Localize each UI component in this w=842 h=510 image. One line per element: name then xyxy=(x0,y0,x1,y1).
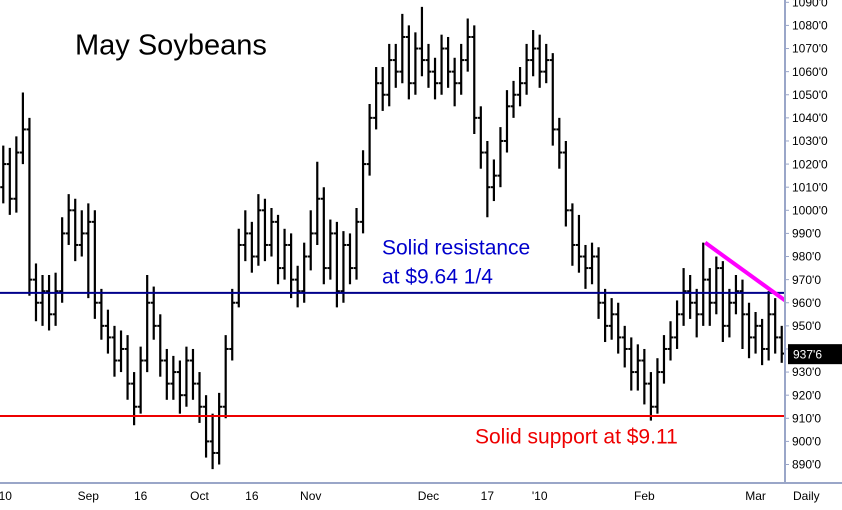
annotation: Solid resistance xyxy=(382,237,530,260)
y-tick-label: 1090'0 xyxy=(792,0,828,9)
chart-title: May Soybeans xyxy=(75,30,267,62)
x-tick-label: 16 xyxy=(134,489,148,503)
y-tick-label: 920'0 xyxy=(792,388,821,402)
y-tick-label: 1010'0 xyxy=(792,180,828,194)
y-tick-label: 1020'0 xyxy=(792,157,828,171)
x-tick-label: Oct xyxy=(190,489,209,503)
x-tick-label: Dec xyxy=(418,489,439,503)
y-tick-label: 990'0 xyxy=(792,227,821,241)
y-tick-label: 1040'0 xyxy=(792,111,828,125)
y-tick-label: 1050'0 xyxy=(792,88,828,102)
plot xyxy=(0,6,787,470)
y-tick-label: 1060'0 xyxy=(792,65,828,79)
y-tick-label: 910'0 xyxy=(792,411,821,425)
x-tick-label: Nov xyxy=(300,489,321,503)
x-tick-label: 17 xyxy=(481,489,495,503)
y-tick-label: 1000'0 xyxy=(792,203,828,217)
y-tick-label: 1080'0 xyxy=(792,19,828,33)
last-price-label: 937'6 xyxy=(793,347,822,361)
y-tick-label: 1030'0 xyxy=(792,134,828,148)
y-tick-label: 930'0 xyxy=(792,365,821,379)
x-tick-label: '10 xyxy=(532,489,548,503)
y-tick-label: 900'0 xyxy=(792,435,821,449)
y-tick-label: 950'0 xyxy=(792,319,821,333)
y-tick-label: 960'0 xyxy=(792,296,821,310)
y-tick-label: 1070'0 xyxy=(792,42,828,56)
trendline xyxy=(704,241,787,303)
x-tick-label: Sep xyxy=(78,489,100,503)
annotation: at $9.64 1/4 xyxy=(382,266,493,289)
period-label: Daily xyxy=(793,489,820,503)
x-tick-label: 16 xyxy=(245,489,259,503)
y-tick-label: 970'0 xyxy=(792,273,821,287)
x-tick-label: Mar xyxy=(745,489,766,503)
y-tick-label: 980'0 xyxy=(792,250,821,264)
y-tick-label: 890'0 xyxy=(792,458,821,472)
x-tick-label: Feb xyxy=(634,489,655,503)
annotation: Solid support at $9.11 xyxy=(475,426,678,449)
x-tick-label: 10 xyxy=(0,489,12,503)
last-price-box xyxy=(788,344,842,365)
